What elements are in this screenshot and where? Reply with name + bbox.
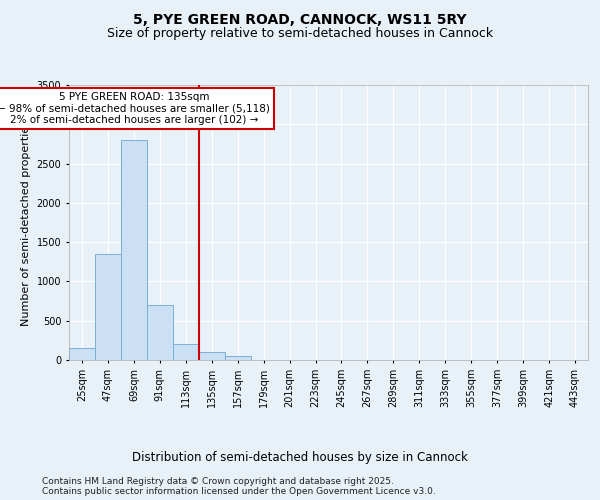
Bar — [147, 305, 173, 360]
Bar — [173, 344, 199, 360]
Text: Distribution of semi-detached houses by size in Cannock: Distribution of semi-detached houses by … — [132, 451, 468, 464]
Y-axis label: Number of semi-detached properties: Number of semi-detached properties — [21, 120, 31, 326]
Text: 5 PYE GREEN ROAD: 135sqm
← 98% of semi-detached houses are smaller (5,118)
2% of: 5 PYE GREEN ROAD: 135sqm ← 98% of semi-d… — [0, 92, 271, 125]
Text: Contains public sector information licensed under the Open Government Licence v3: Contains public sector information licen… — [42, 486, 436, 496]
Bar — [69, 348, 95, 360]
Bar — [199, 352, 224, 360]
Bar — [224, 356, 251, 360]
Text: 5, PYE GREEN ROAD, CANNOCK, WS11 5RY: 5, PYE GREEN ROAD, CANNOCK, WS11 5RY — [133, 12, 467, 26]
Bar — [95, 254, 121, 360]
Text: Size of property relative to semi-detached houses in Cannock: Size of property relative to semi-detach… — [107, 28, 493, 40]
Text: Contains HM Land Registry data © Crown copyright and database right 2025.: Contains HM Land Registry data © Crown c… — [42, 476, 394, 486]
Bar — [121, 140, 147, 360]
